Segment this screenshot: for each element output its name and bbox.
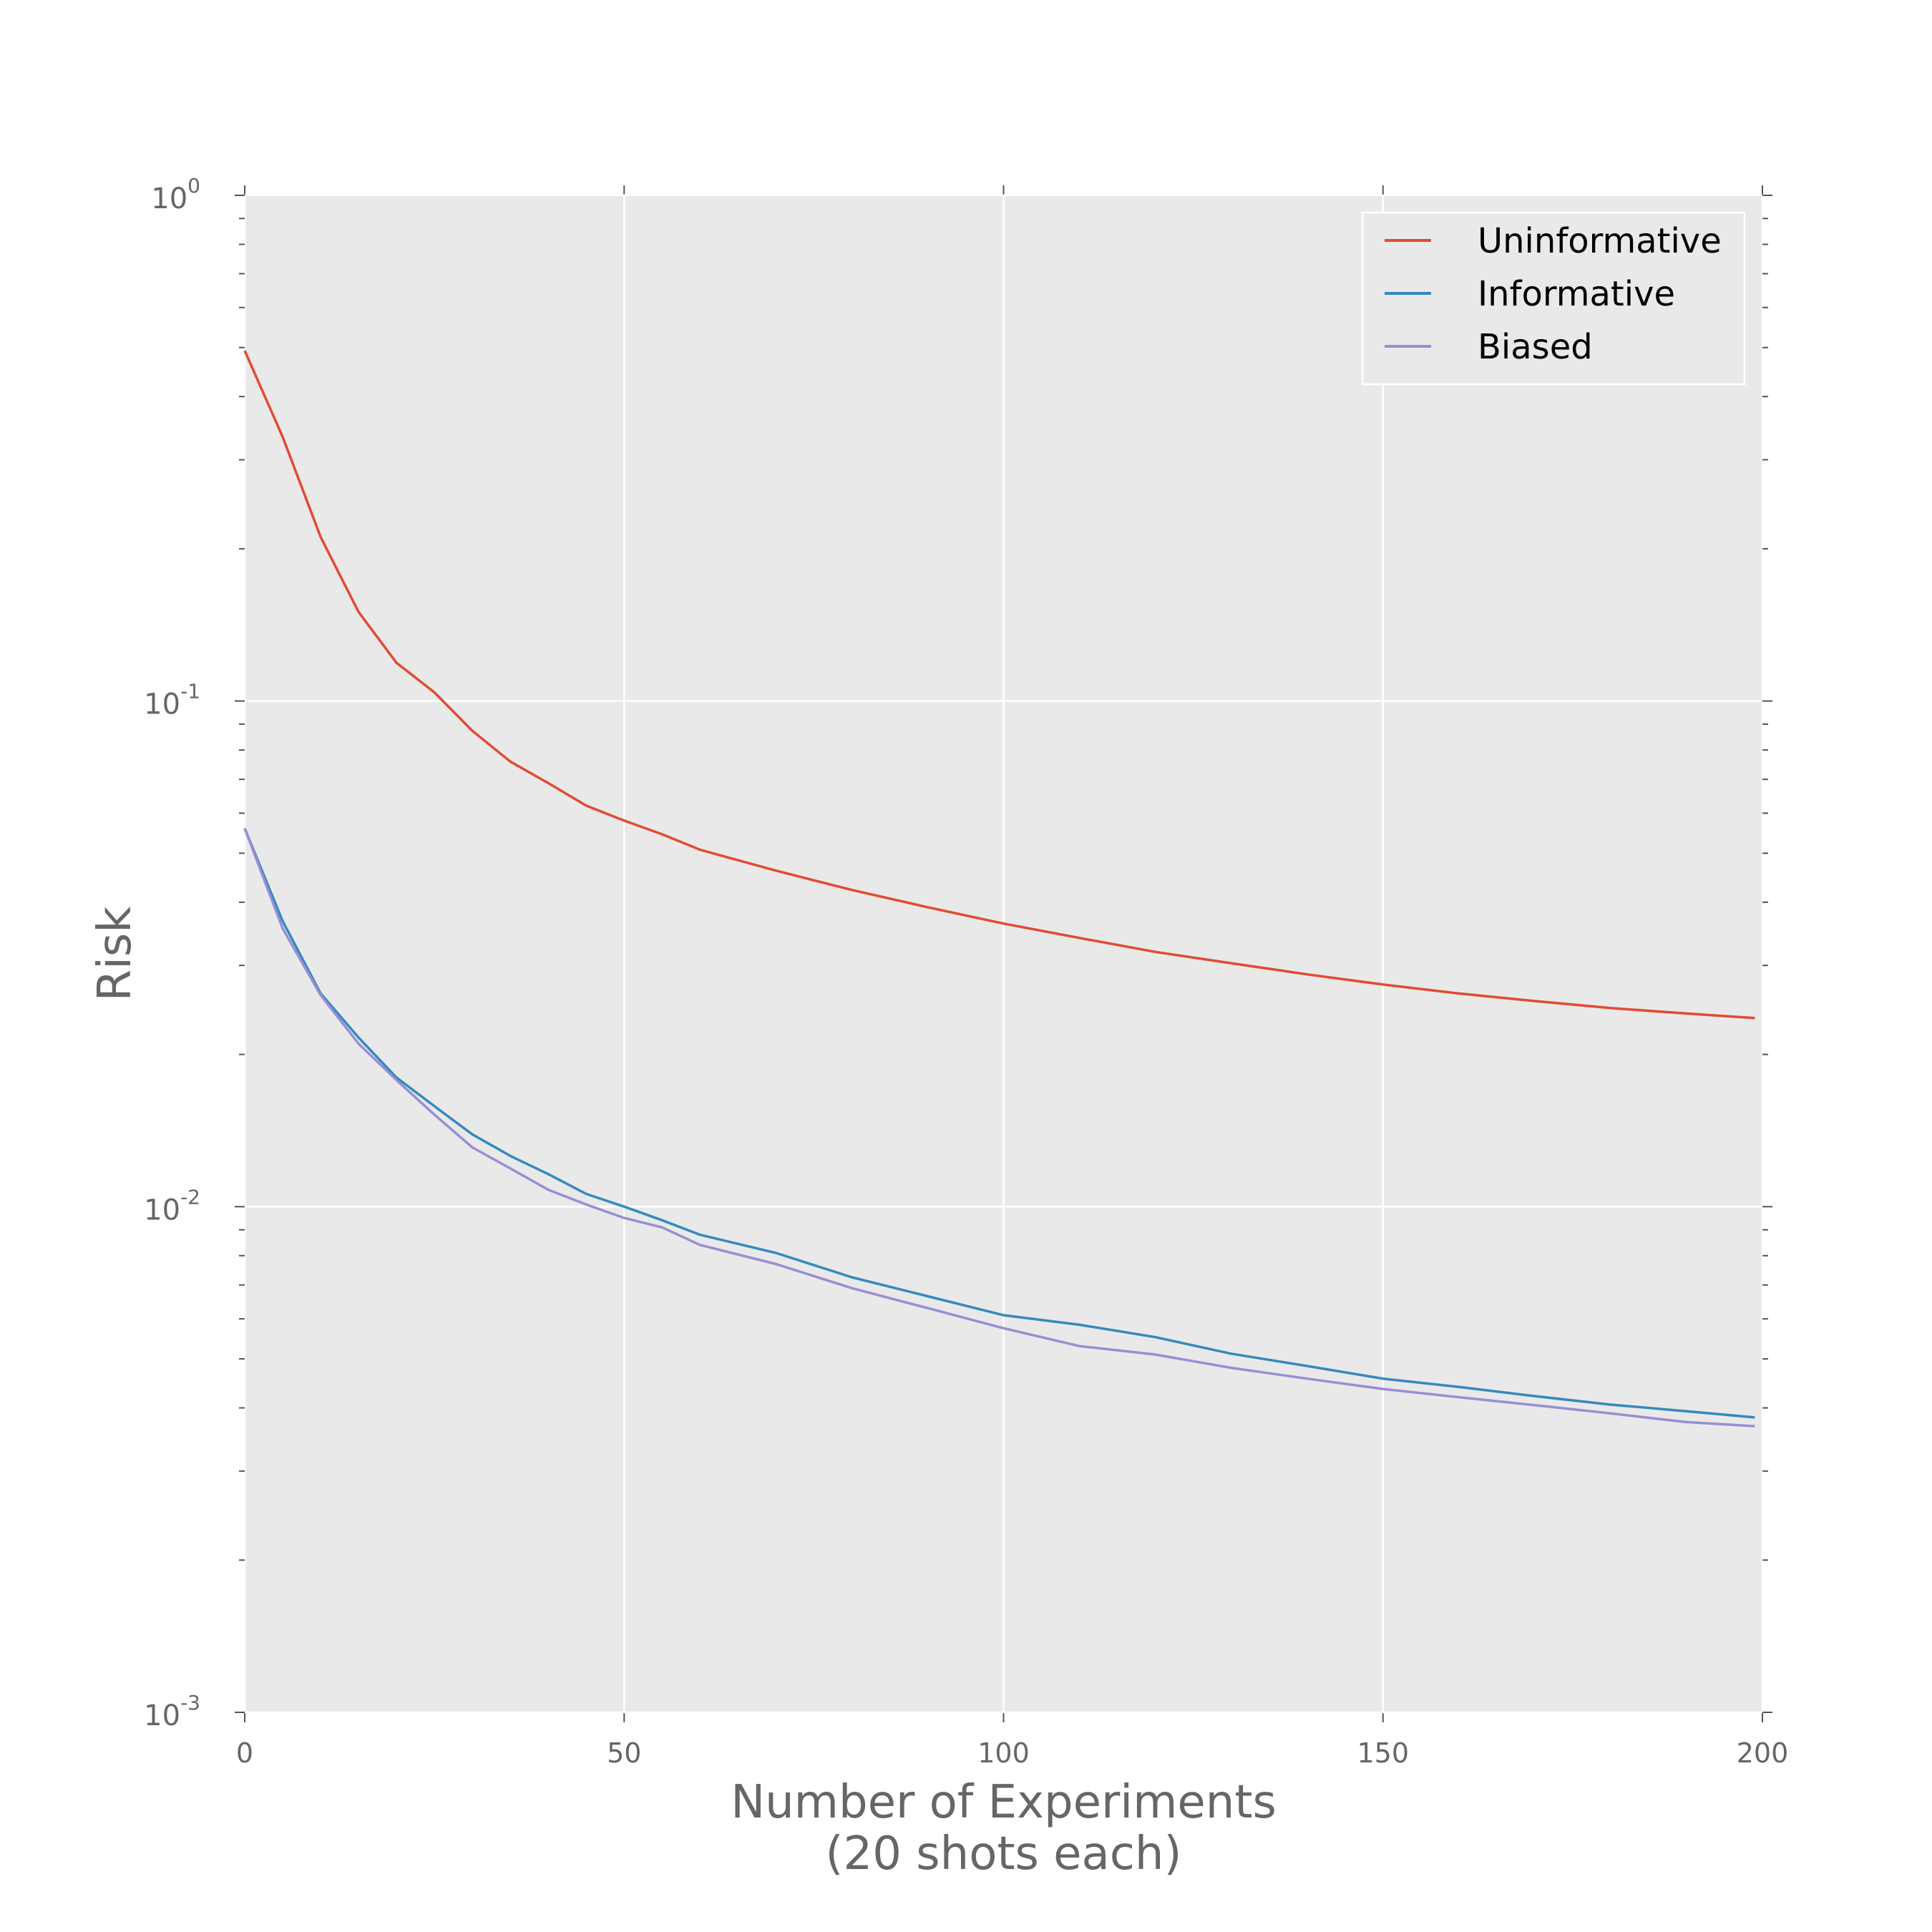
x-tick-label: 0 bbox=[236, 1737, 253, 1769]
x-tick-label: 100 bbox=[977, 1737, 1030, 1769]
y-tick-label: 10-3 bbox=[144, 1691, 200, 1732]
legend: Uninformative Informative Biased bbox=[1361, 211, 1746, 386]
x-tick-label: 200 bbox=[1737, 1737, 1789, 1769]
series-line-biased bbox=[243, 827, 1755, 1428]
x-tick-label: 150 bbox=[1357, 1737, 1409, 1769]
legend-label: Uninformative bbox=[1478, 221, 1722, 261]
legend-label: Informative bbox=[1478, 274, 1675, 314]
x-tick-label: 50 bbox=[607, 1737, 641, 1769]
x-axis-label: Number of Experiments bbox=[731, 1776, 1277, 1829]
y-axis-label: Risk bbox=[89, 907, 142, 1002]
y-tick-label: 10-1 bbox=[144, 680, 200, 721]
series-line-uninformative bbox=[243, 350, 1755, 1020]
series-line-informative bbox=[243, 827, 1755, 1419]
y-tick-label: 100 bbox=[151, 174, 200, 215]
x-axis-label: (20 shots each) bbox=[826, 1828, 1182, 1880]
legend-label: Biased bbox=[1478, 327, 1593, 367]
y-tick-label: 10-2 bbox=[144, 1185, 200, 1226]
